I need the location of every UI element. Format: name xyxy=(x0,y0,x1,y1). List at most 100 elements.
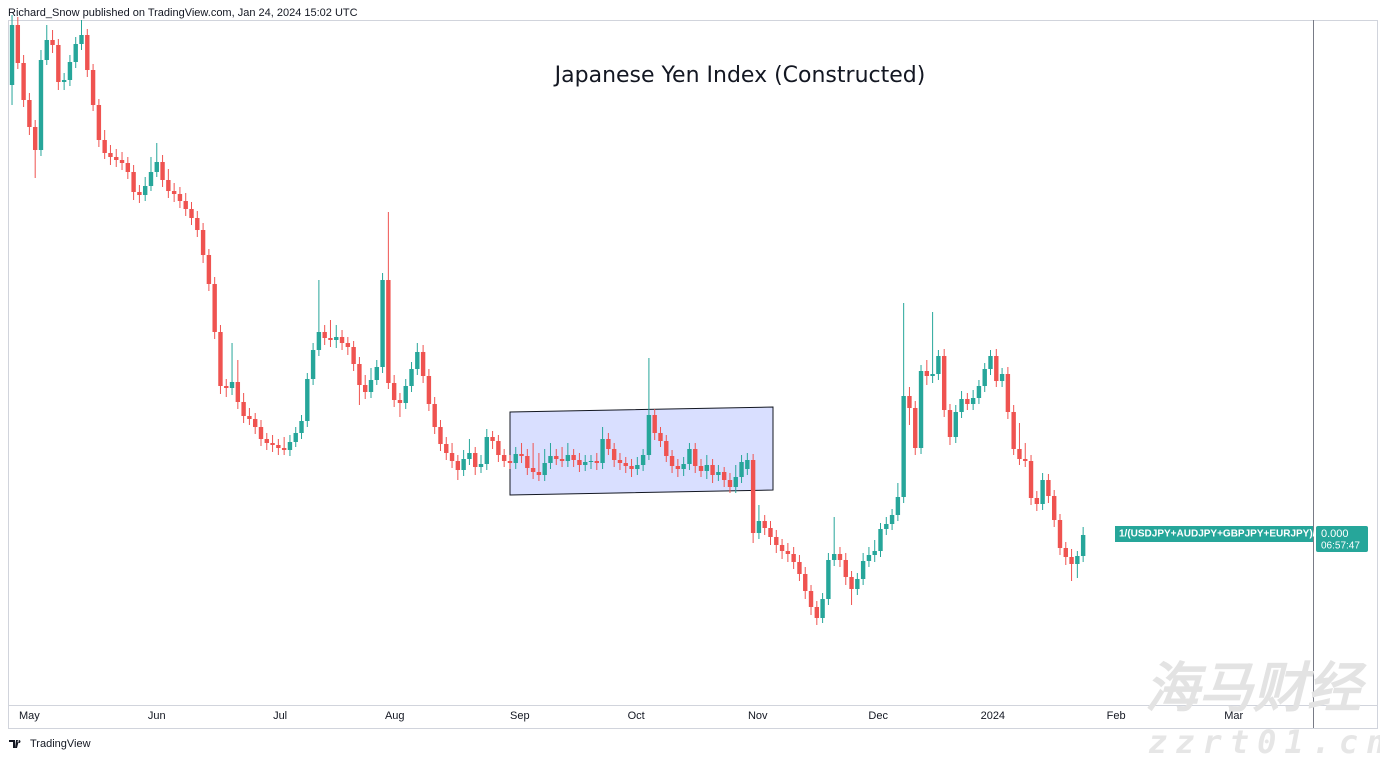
candle-body xyxy=(860,561,866,579)
candle-body xyxy=(1005,374,1011,412)
candle-body xyxy=(247,416,252,419)
candle-body xyxy=(1080,535,1086,556)
candle-body xyxy=(721,472,727,480)
candle-body xyxy=(785,551,791,554)
candle-body xyxy=(941,356,947,410)
candle-body xyxy=(467,453,472,459)
candle-body xyxy=(710,465,715,475)
x-tick-label: Oct xyxy=(628,710,645,722)
candle-body xyxy=(61,80,67,82)
candle-body xyxy=(542,463,547,475)
candle-body xyxy=(56,45,61,82)
candle-body xyxy=(507,461,513,463)
candle-body xyxy=(391,383,397,400)
candle-body xyxy=(907,396,912,408)
candle-body xyxy=(855,579,860,589)
candle-body xyxy=(334,337,339,340)
candle-body xyxy=(1023,459,1028,461)
candle-body xyxy=(727,480,733,487)
candle-body xyxy=(380,280,385,367)
candle-body xyxy=(455,461,461,470)
candle-body xyxy=(924,371,930,376)
symbol-label: 1/(USDJPY+AUDJPY+GBPJPY+EURJPY)/4 xyxy=(1119,529,1321,540)
candle-body xyxy=(675,466,681,469)
candle-body xyxy=(1057,520,1063,548)
candle-body xyxy=(108,153,113,157)
candle-body xyxy=(849,577,854,589)
candle-body xyxy=(750,460,756,533)
candle-body xyxy=(224,386,229,388)
candle-body xyxy=(646,415,652,455)
candle-body xyxy=(606,439,611,449)
candle-body xyxy=(403,386,408,403)
candle-body xyxy=(9,25,15,85)
range-rectangle xyxy=(509,406,774,496)
candle-body xyxy=(368,380,374,392)
candle-body xyxy=(739,462,744,477)
candle-body xyxy=(831,554,837,560)
candle-body xyxy=(652,415,657,433)
candle-body xyxy=(154,162,159,172)
candle-body xyxy=(554,456,559,459)
candle-body xyxy=(999,374,1005,381)
x-tick-label: Jun xyxy=(148,710,166,722)
candle-body xyxy=(299,421,304,433)
candle-body xyxy=(1028,461,1034,498)
chart-frame xyxy=(8,20,1378,729)
candle-body xyxy=(982,369,987,386)
candle-body xyxy=(102,140,107,153)
candle-body xyxy=(432,404,437,427)
candle-body xyxy=(438,427,443,444)
candle-body xyxy=(276,445,281,448)
candle-body xyxy=(345,343,351,347)
candle-body xyxy=(351,347,356,364)
candle-body xyxy=(310,350,316,379)
candle-body xyxy=(119,160,125,163)
candle-body xyxy=(513,454,518,463)
x-tick-label: Dec xyxy=(868,710,888,722)
candle-body xyxy=(588,461,594,462)
candle-body xyxy=(611,449,617,460)
candle-body xyxy=(536,472,542,475)
candle-body xyxy=(669,456,675,466)
candle-body xyxy=(901,396,906,497)
candle-body xyxy=(409,369,414,386)
candle-body xyxy=(693,449,698,466)
price-label-bg xyxy=(1316,526,1368,552)
candle-body xyxy=(762,521,767,528)
candle-body xyxy=(936,356,941,374)
candle-body xyxy=(229,382,235,388)
x-tick-label: Jul xyxy=(273,710,287,722)
candle-body xyxy=(96,105,102,140)
candle-body xyxy=(548,456,553,463)
x-tick-label: Aug xyxy=(385,710,405,722)
candle-body xyxy=(293,433,298,442)
candle-body xyxy=(1011,412,1016,449)
x-tick-label: Mar xyxy=(1224,710,1243,722)
candle-body xyxy=(779,545,785,551)
candle-body xyxy=(50,40,55,45)
candle-body xyxy=(328,338,333,340)
candle-body xyxy=(67,62,73,80)
candle-body xyxy=(681,464,686,469)
candle-body xyxy=(565,455,571,461)
candle-body xyxy=(44,40,49,60)
candle-body xyxy=(15,25,21,63)
candle-body xyxy=(872,551,877,555)
candle-body xyxy=(623,463,628,466)
publish-info: Richard_Snow published on TradingView.co… xyxy=(8,7,358,19)
candle-body xyxy=(200,230,206,255)
candle-body xyxy=(866,555,872,561)
candle-body xyxy=(658,433,663,441)
candle-body xyxy=(687,449,692,464)
candle-body xyxy=(85,35,90,70)
footer-brand: TradingView xyxy=(30,738,91,750)
candle-body xyxy=(484,437,489,464)
candle-body xyxy=(970,398,976,404)
candle-body xyxy=(142,186,148,195)
candle-body xyxy=(1040,480,1045,504)
x-tick-label: 2024 xyxy=(981,710,1005,722)
candle-body xyxy=(600,439,605,463)
